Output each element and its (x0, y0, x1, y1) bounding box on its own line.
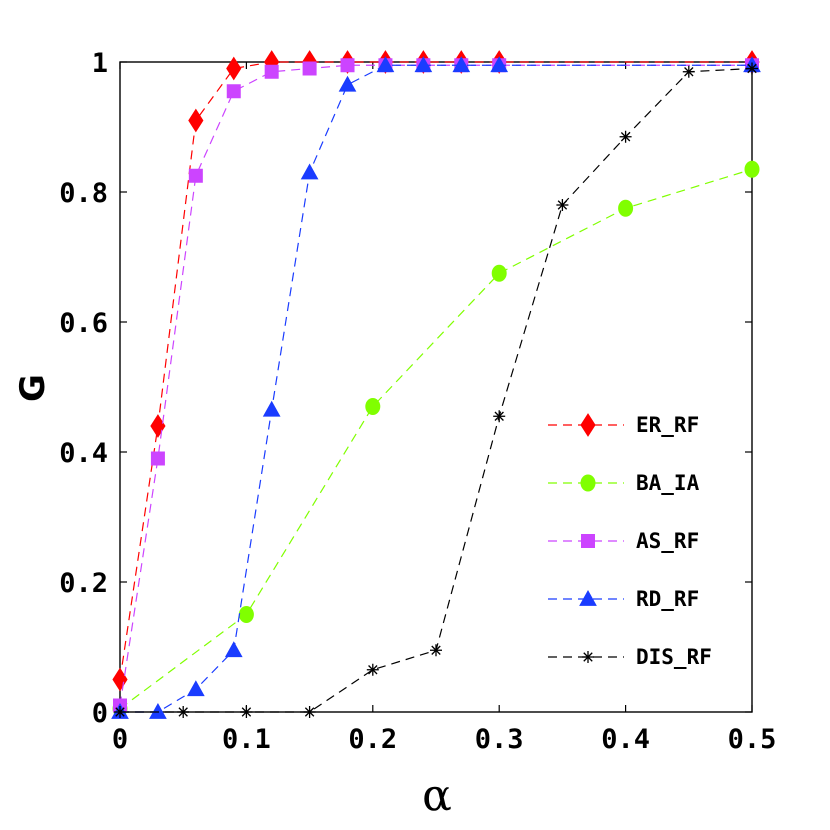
data-point (186, 680, 205, 697)
legend-label: ER_RF (636, 413, 699, 437)
plot-frame (119, 61, 753, 713)
y-tick-label: 1 (92, 48, 108, 79)
data-point (302, 61, 317, 76)
legend-item: DIS_RF (548, 645, 712, 669)
data-point (682, 65, 695, 78)
y-tick-label: 0.8 (59, 178, 108, 209)
data-point (226, 56, 242, 81)
x-axis-label: α (422, 770, 452, 821)
legend-label: BA_IA (636, 471, 700, 495)
series-line (120, 64, 752, 713)
data-point (452, 56, 471, 73)
data-point (262, 400, 281, 417)
data-point (365, 398, 381, 415)
data-point (376, 56, 395, 73)
x-tick-label: 0.5 (728, 724, 777, 755)
data-point (338, 75, 357, 92)
data-point (177, 706, 190, 718)
legend: ER_RF BA_IA AS_RF RD_RF DIS_RF (548, 413, 712, 669)
y-tick-label: 0.2 (59, 568, 108, 599)
legend-marker (582, 651, 594, 663)
legend-marker (580, 413, 596, 437)
data-point (149, 702, 167, 719)
data-point (224, 641, 243, 658)
data-point (188, 108, 204, 133)
data-point (744, 160, 760, 178)
data-point (303, 706, 316, 718)
series-DIS_RF (114, 62, 758, 718)
data-point (188, 168, 203, 183)
y-tick-label: 0 (92, 698, 108, 729)
x-axis: 0 0.1 0.2 0.3 0.4 0.5 (112, 62, 777, 755)
x-tick-label: 0.4 (601, 724, 650, 755)
data-point (746, 62, 758, 75)
legend-item: AS_RF (548, 529, 699, 553)
y-tick-label: 0.4 (59, 438, 108, 469)
plot-area (119, 61, 753, 713)
data-point (556, 199, 569, 211)
legend-marker (579, 589, 597, 606)
y-tick-label: 0.6 (59, 308, 108, 339)
legend-item: RD_RF (548, 587, 699, 611)
legend-label: AS_RF (636, 529, 699, 553)
x-tick-label: 0.1 (222, 724, 271, 755)
x-tick-label: 0.2 (348, 724, 397, 755)
data-point (114, 706, 126, 718)
data-point (414, 56, 433, 73)
legend-marker (580, 474, 596, 492)
series-AS_RF (113, 58, 759, 713)
data-point (150, 451, 165, 466)
legend-item: ER_RF (548, 413, 699, 437)
data-point (493, 410, 506, 423)
legend-item: BA_IA (548, 471, 700, 495)
x-tick-label: 0 (112, 724, 128, 755)
legend-label: RD_RF (636, 587, 699, 611)
data-point (340, 58, 355, 73)
data-point (490, 56, 509, 73)
data-point (430, 644, 442, 657)
series-line (120, 67, 753, 713)
data-point (264, 64, 279, 79)
legend-marker (581, 534, 595, 548)
series-layer (111, 50, 761, 719)
data-point (619, 130, 632, 143)
series-BA_IA (112, 160, 760, 718)
data-point (491, 264, 507, 282)
series-line (119, 168, 753, 710)
data-point (238, 606, 254, 623)
y-axis: 0 0.2 0.4 0.6 0.8 1 (59, 48, 752, 729)
data-point (366, 663, 379, 676)
series-line (119, 64, 752, 706)
series-RD_RF (111, 56, 761, 719)
data-point (618, 199, 634, 217)
data-point (240, 706, 253, 718)
legend-label: DIS_RF (636, 645, 712, 669)
x-tick-label: 0.3 (475, 724, 524, 755)
y-axis-label: G (13, 374, 53, 402)
data-point (300, 163, 319, 180)
data-point (226, 84, 241, 99)
